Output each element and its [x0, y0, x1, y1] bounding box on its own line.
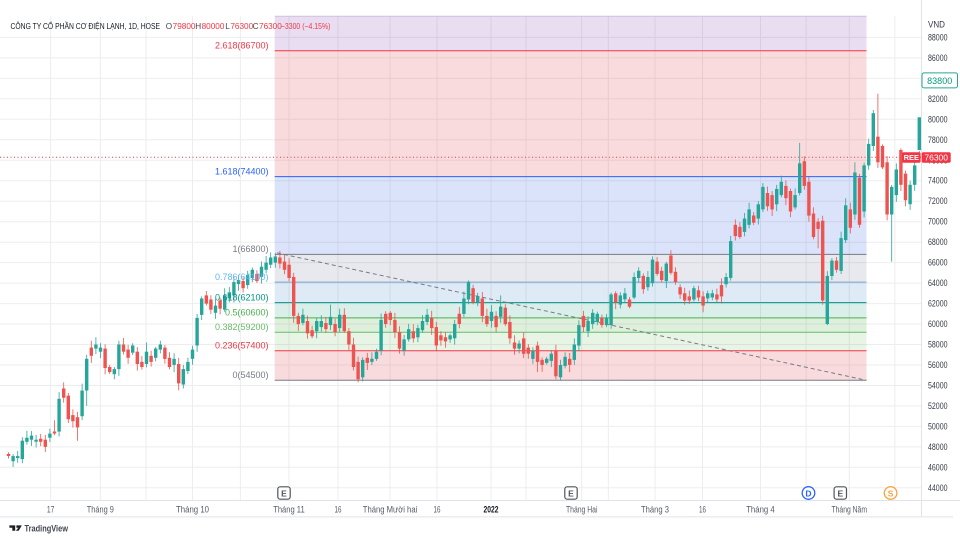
svg-text:76300: 76300: [924, 152, 948, 162]
svg-text:62000: 62000: [928, 299, 948, 309]
svg-text:17: 17: [47, 504, 55, 514]
svg-text:58000: 58000: [928, 340, 948, 350]
svg-text:1.618(74400): 1.618(74400): [215, 166, 269, 176]
svg-text:66000: 66000: [928, 258, 948, 268]
svg-text:54000: 54000: [928, 381, 948, 391]
svg-text:0(54500): 0(54500): [232, 370, 268, 380]
svg-text:VND: VND: [928, 20, 945, 30]
svg-text:60000: 60000: [928, 319, 948, 329]
svg-text:68000: 68000: [928, 237, 948, 247]
svg-text:46000: 46000: [928, 462, 948, 472]
svg-text:64000: 64000: [928, 278, 948, 288]
svg-text:Tháng 3: Tháng 3: [641, 504, 669, 514]
svg-text:50000: 50000: [928, 421, 948, 431]
svg-text:Tháng 9: Tháng 9: [87, 504, 114, 514]
svg-text:0.5(60600): 0.5(60600): [225, 308, 269, 318]
svg-text:O79800: O79800: [166, 22, 196, 31]
svg-text:E: E: [837, 489, 843, 499]
svg-text:0.618(62100): 0.618(62100): [215, 292, 269, 302]
svg-text:Tháng Hai: Tháng Hai: [566, 504, 598, 514]
svg-text:S: S: [888, 489, 894, 499]
svg-text:0.382(59200): 0.382(59200): [215, 322, 269, 332]
svg-text:C76300: C76300: [253, 22, 283, 31]
svg-text:83800: 83800: [927, 76, 952, 86]
svg-text:74000: 74000: [928, 176, 948, 186]
svg-text:0.786(64100): 0.786(64100): [215, 272, 269, 282]
svg-text:48000: 48000: [928, 442, 948, 452]
svg-text:2022: 2022: [484, 504, 499, 514]
svg-text:88000: 88000: [928, 32, 948, 42]
svg-text:16: 16: [699, 504, 706, 514]
svg-text:56000: 56000: [928, 360, 948, 370]
svg-text:16: 16: [434, 504, 441, 514]
svg-text:CÔNG TY CỔ PHẦN CƠ ĐIỆN LẠNH,: CÔNG TY CỔ PHẦN CƠ ĐIỆN LẠNH, 1D, HOSE: [11, 20, 161, 31]
svg-text:REE: REE: [904, 153, 919, 162]
svg-text:Tháng Năm: Tháng Năm: [832, 504, 868, 514]
svg-text:E: E: [281, 489, 287, 499]
svg-text:52000: 52000: [928, 401, 948, 411]
svg-text:1(66800): 1(66800): [232, 244, 268, 254]
svg-text:16: 16: [335, 504, 342, 514]
svg-text:D: D: [805, 489, 811, 499]
svg-text:−3300 (−4.15%): −3300 (−4.15%): [281, 22, 331, 31]
svg-text:2.618(86700): 2.618(86700): [215, 41, 269, 51]
svg-text:82000: 82000: [928, 94, 948, 104]
svg-text:H80000: H80000: [195, 22, 225, 31]
svg-text:Tháng 10: Tháng 10: [176, 504, 209, 514]
svg-text:E: E: [568, 489, 574, 499]
svg-text:44000: 44000: [928, 483, 948, 493]
svg-text:L76300: L76300: [225, 22, 253, 31]
svg-text:72000: 72000: [928, 196, 948, 206]
svg-text:Tháng Mười hai: Tháng Mười hai: [363, 504, 418, 514]
svg-text:TradingView: TradingView: [25, 523, 69, 533]
svg-text:78000: 78000: [928, 135, 948, 145]
svg-text:70000: 70000: [928, 217, 948, 227]
svg-text:86000: 86000: [928, 53, 948, 63]
svg-text:Tháng 11: Tháng 11: [273, 504, 305, 514]
svg-text:0.236(57400): 0.236(57400): [215, 341, 269, 351]
svg-text:80000: 80000: [928, 114, 948, 124]
svg-text:Tháng 4: Tháng 4: [746, 504, 775, 514]
